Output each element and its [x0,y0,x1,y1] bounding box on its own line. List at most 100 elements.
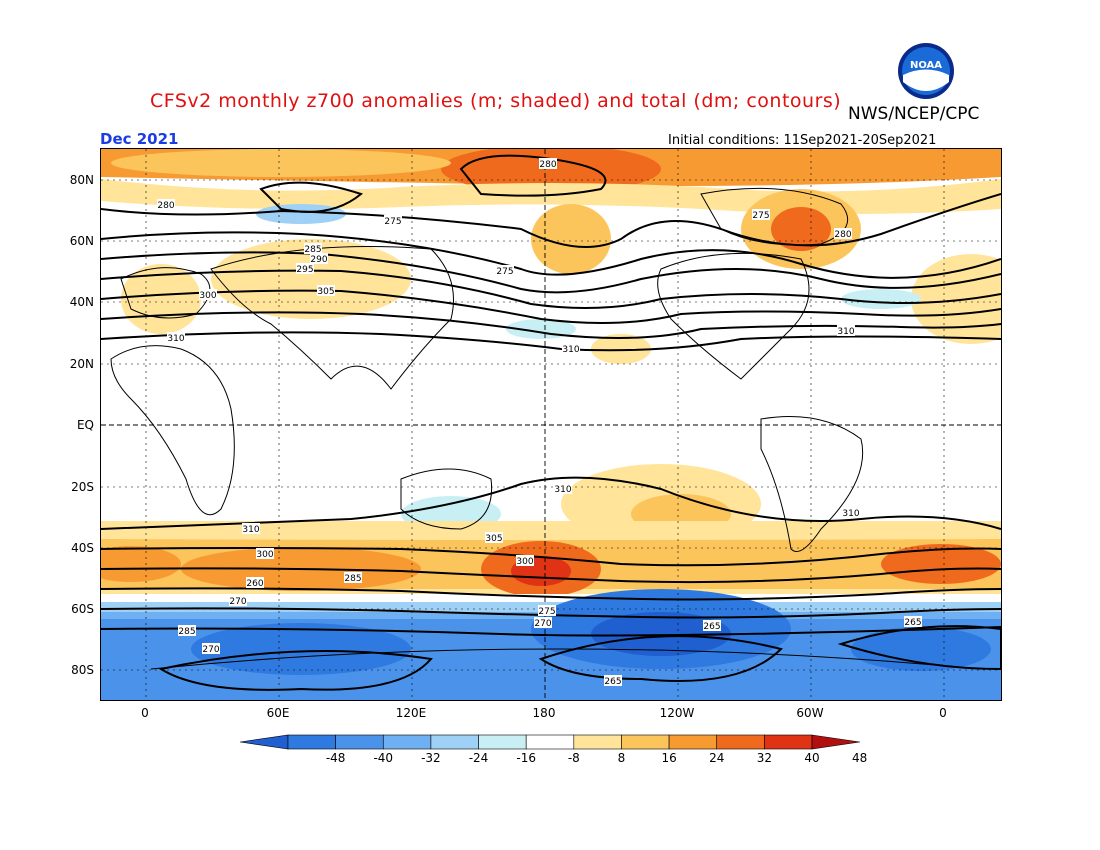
coastlines [110,187,982,670]
svg-text:310: 310 [837,327,854,337]
svg-text:275: 275 [752,211,769,221]
contour-label-300: 300 [199,289,217,301]
svg-text:285: 285 [178,627,195,637]
colorbar-tick-label: -48 [325,751,346,765]
svg-text:280: 280 [834,230,851,240]
colorbar-swatch [764,734,813,750]
contour-label-270-c: 270 [202,643,220,655]
lat-label-20n: 20N [69,357,94,371]
colorbar-swatch [478,734,527,750]
svg-text:290: 290 [310,255,327,265]
contour-label-280-a: 280 [539,158,557,170]
contour-label-305: 305 [317,285,335,297]
colorbar-swatch [668,734,718,750]
lon-label-0-east: 0 [939,706,947,720]
lon-label-120w: 120W [659,706,695,720]
svg-text:310: 310 [242,525,259,535]
colorbar-swatch [621,734,670,750]
svg-text:275: 275 [384,217,401,227]
contour-label-290: 290 [310,253,328,265]
lat-label-40n: 40N [69,295,94,309]
anomaly-siberia-blue [256,204,346,224]
contour-label-285: 285 [304,243,322,255]
lat-label-20s: 20S [71,480,94,494]
contour-label-275-a: 275 [384,215,402,227]
colorbar-swatch [716,734,765,750]
svg-text:275: 275 [496,267,513,277]
colorbar-swatch [525,734,575,750]
colorbar-tick-label: 8 [617,751,626,765]
svg-text:265: 265 [703,622,720,632]
antarctica-coast [150,648,982,670]
asia-coast [210,246,454,390]
figure-title: CFSv2 monthly z700 anomalies (m; shaded)… [150,90,842,112]
colorbar-swatches [240,734,860,750]
svg-text:310: 310 [842,509,859,519]
anomaly-central-pacific-yellow [591,334,651,364]
anomaly-antarctic-west [191,623,411,675]
lon-label-0: 0 [141,706,149,720]
height-contours [101,154,1001,691]
lat-label-eq: EQ [76,418,94,432]
contour-label-275-b: 275 [752,209,770,221]
anomaly-south-africa-orange [101,546,181,582]
svg-text:310: 310 [562,345,579,355]
contour-label-310-b: 310 [562,343,580,355]
colorbar-swatch [335,734,384,750]
colorbar-tick-label: 48 [851,751,868,765]
agency-label: NWS/NCEP/CPC [848,104,980,124]
svg-text:280: 280 [157,201,174,211]
svg-text:270: 270 [229,597,246,607]
contour-label-295: 295 [296,263,314,275]
colorbar-tick-label: -24 [468,751,489,765]
lon-label-60w: 60W [796,706,824,720]
colorbar-tick-label: 24 [709,751,725,765]
lat-label-80s: 80S [71,663,94,677]
svg-text:305: 305 [485,534,502,544]
contour-label-285-b: 285 [344,572,362,584]
south-america-coast [760,416,864,552]
svg-text:300: 300 [199,291,216,301]
colorbar [240,734,860,750]
lat-label-80n: 80N [69,173,94,187]
anomaly-canada-max [771,207,831,251]
contour-label-285-c: 285 [178,625,196,637]
svg-text:265: 265 [904,618,921,628]
contour-label-275-d: 275 [538,605,556,617]
lon-label-180: 180 [532,706,556,720]
contour-label-310-f: 310 [842,507,860,519]
svg-text:265: 265 [604,677,621,687]
colorbar-swatch [240,734,289,750]
contour-label-310: 310 [167,332,185,344]
colorbar-tick-label: 40 [804,751,820,765]
contour-label-265: 265 [703,620,721,632]
svg-text:275: 275 [538,607,555,617]
colorbar-swatch [430,734,479,750]
colorbar-swatch [811,734,860,750]
svg-text:280: 280 [539,160,556,170]
contour-label-275-c: 275 [496,265,514,277]
contour-label-305-b: 305 [485,532,503,544]
contour-label-270: 270 [229,595,247,607]
colorbar-swatch [287,734,336,750]
logo-text: NOAA [910,60,942,71]
map-canvas: 280 275 280 275 280 285 290 295 300 305 … [101,149,1001,700]
anomaly-south-atlantic-orange [881,544,1001,584]
contour-label-280-b: 280 [157,199,175,211]
contour-label-310-d: 310 [554,483,572,495]
lon-label-120e: 120E [395,706,427,720]
colorbar-swatch [382,734,432,750]
anomaly-europe-yellow [911,254,1001,344]
colorbar-tick-label: -8 [567,751,580,765]
colorbar-tick-label: 16 [661,751,677,765]
svg-text:310: 310 [554,485,571,495]
svg-text:285: 285 [304,245,321,255]
lat-label-40s: 40S [71,541,94,555]
contour-label-270-b: 270 [534,617,552,629]
svg-text:310: 310 [167,334,184,344]
australia-coast [400,468,493,530]
contour-label-310-c: 310 [837,325,855,337]
colorbar-tick-label: -32 [421,751,441,765]
contour-label-260: 260 [246,577,264,589]
anomaly-antarctic-max [591,612,731,656]
